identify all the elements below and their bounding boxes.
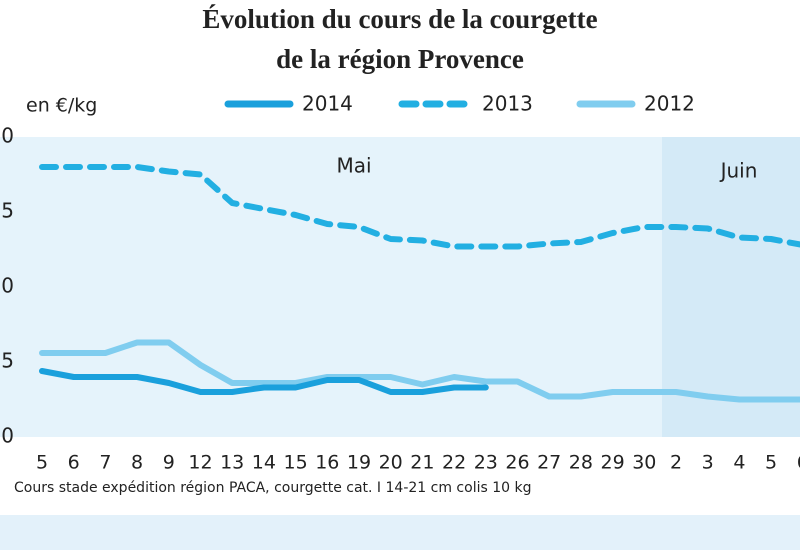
x-tick-label: 6 xyxy=(797,452,800,474)
series-line xyxy=(39,339,800,403)
x-tick-label: 15 xyxy=(284,452,308,474)
footer-band xyxy=(0,515,800,550)
chart-title: Évolution du cours de la courgette xyxy=(202,4,597,34)
x-tick-label: 21 xyxy=(410,452,434,474)
x-tick-label: 6 xyxy=(68,452,80,474)
x-tick-label: 3 xyxy=(702,452,714,474)
x-tick-label: 28 xyxy=(569,452,593,474)
y-tick-label: 0,0 xyxy=(0,424,14,448)
x-tick-label: 23 xyxy=(474,452,498,474)
month-label: Mai xyxy=(336,154,371,178)
x-tick-label: 27 xyxy=(537,452,561,474)
x-tick-label: 2 xyxy=(670,452,682,474)
y-tick-label: 1,5 xyxy=(0,199,14,223)
note: Cours stade expédition région PACA, cour… xyxy=(14,480,531,496)
y-tick-label: 1,0 xyxy=(0,274,14,298)
x-tick-label: 13 xyxy=(220,452,244,474)
x-tick-label: 4 xyxy=(733,452,745,474)
x-tick-label: 8 xyxy=(131,452,143,474)
y-tick-label: 2,0 xyxy=(0,124,14,148)
x-tick-label: 30 xyxy=(632,452,656,474)
x-tick-label: 20 xyxy=(379,452,403,474)
x-tick-label: 19 xyxy=(347,452,371,474)
x-tick-label: 29 xyxy=(601,452,625,474)
month-label: Juin xyxy=(719,159,758,183)
chart-title: de la région Provence xyxy=(276,44,524,74)
x-tick-label: 7 xyxy=(99,452,111,474)
month-band xyxy=(662,137,800,437)
x-tick-label: 12 xyxy=(188,452,212,474)
y-tick-label: 0,5 xyxy=(0,349,14,373)
legend-label: 2014 xyxy=(302,92,353,116)
x-tick-label: 5 xyxy=(765,452,777,474)
series-line xyxy=(39,164,800,250)
axis-unit: en €/kg xyxy=(26,95,97,117)
legend-label: 2012 xyxy=(644,92,695,116)
x-tick-label: 16 xyxy=(315,452,339,474)
x-tick-label: 22 xyxy=(442,452,466,474)
legend-label: 2013 xyxy=(482,92,533,116)
x-tick-label: 26 xyxy=(505,452,529,474)
x-tick-label: 5 xyxy=(36,452,48,474)
series-line xyxy=(39,368,489,395)
x-tick-label: 14 xyxy=(252,452,276,474)
x-tick-label: 9 xyxy=(163,452,175,474)
